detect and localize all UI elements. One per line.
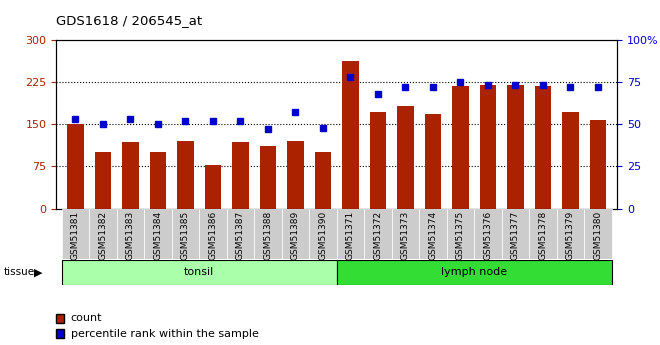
Bar xyxy=(226,209,254,259)
Bar xyxy=(337,209,364,259)
Text: GSM51383: GSM51383 xyxy=(126,211,135,260)
Text: GSM51375: GSM51375 xyxy=(456,211,465,260)
Text: tonsil: tonsil xyxy=(184,267,214,277)
Text: GSM51389: GSM51389 xyxy=(291,211,300,260)
Bar xyxy=(589,120,606,209)
Bar xyxy=(562,112,579,209)
Bar xyxy=(370,112,386,209)
Text: GSM51377: GSM51377 xyxy=(511,211,520,260)
Text: GSM51374: GSM51374 xyxy=(428,211,438,260)
Bar xyxy=(117,209,144,259)
Bar xyxy=(535,86,551,209)
Bar xyxy=(254,209,282,259)
Bar xyxy=(172,209,199,259)
Bar xyxy=(232,142,249,209)
Bar xyxy=(199,209,226,259)
Bar xyxy=(452,86,469,209)
Bar xyxy=(94,152,111,209)
Bar xyxy=(287,141,304,209)
Text: count: count xyxy=(71,313,102,323)
Bar xyxy=(150,152,166,209)
Bar xyxy=(89,209,117,259)
Bar xyxy=(315,152,331,209)
Bar xyxy=(474,209,502,259)
Text: GSM51388: GSM51388 xyxy=(263,211,273,260)
Bar xyxy=(419,209,447,259)
Bar xyxy=(67,124,84,209)
Bar xyxy=(584,209,612,259)
Text: GSM51382: GSM51382 xyxy=(98,211,108,260)
Text: GSM51378: GSM51378 xyxy=(539,211,547,260)
Bar xyxy=(507,85,523,209)
Bar xyxy=(122,142,139,209)
Bar xyxy=(364,209,391,259)
Bar xyxy=(556,209,584,259)
Bar xyxy=(282,209,309,259)
Text: GSM51387: GSM51387 xyxy=(236,211,245,260)
Bar xyxy=(529,209,556,259)
Bar xyxy=(342,61,358,209)
Bar xyxy=(480,85,496,209)
Text: tissue: tissue xyxy=(3,267,34,277)
Bar xyxy=(205,165,221,209)
Text: GSM51385: GSM51385 xyxy=(181,211,190,260)
Bar xyxy=(337,260,612,285)
Bar xyxy=(177,141,193,209)
Bar xyxy=(309,209,337,259)
Text: GDS1618 / 206545_at: GDS1618 / 206545_at xyxy=(56,14,202,27)
Bar xyxy=(502,209,529,259)
Text: GSM51384: GSM51384 xyxy=(153,211,162,260)
Text: GSM51386: GSM51386 xyxy=(209,211,217,260)
Text: GSM51372: GSM51372 xyxy=(374,211,382,260)
Bar xyxy=(391,209,419,259)
Text: percentile rank within the sample: percentile rank within the sample xyxy=(71,329,259,338)
Text: GSM51376: GSM51376 xyxy=(483,211,492,260)
Bar xyxy=(397,106,414,209)
Bar xyxy=(144,209,172,259)
Text: lymph node: lymph node xyxy=(441,267,507,277)
Bar xyxy=(424,114,441,209)
Text: ▶: ▶ xyxy=(34,267,43,277)
Bar xyxy=(259,146,276,209)
Text: GSM51381: GSM51381 xyxy=(71,211,80,260)
Text: GSM51371: GSM51371 xyxy=(346,211,355,260)
Text: GSM51379: GSM51379 xyxy=(566,211,575,260)
Bar xyxy=(61,209,89,259)
Bar xyxy=(447,209,474,259)
Bar xyxy=(61,260,337,285)
Text: GSM51390: GSM51390 xyxy=(318,211,327,260)
Text: GSM51380: GSM51380 xyxy=(593,211,603,260)
Text: GSM51373: GSM51373 xyxy=(401,211,410,260)
